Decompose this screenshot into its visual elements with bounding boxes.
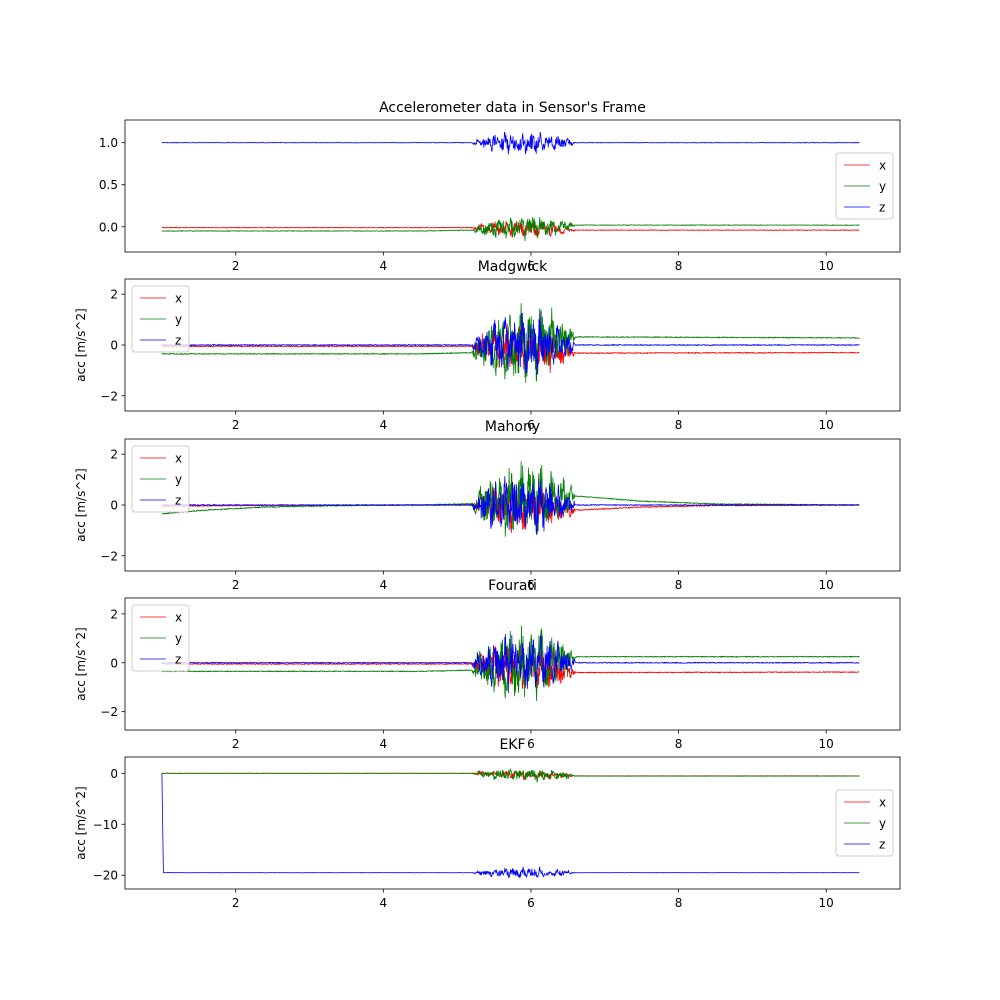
x-tick-label: 8 [675, 578, 683, 592]
x-tick-label: 4 [380, 896, 388, 910]
y-tick-label: 0.0 [99, 220, 118, 234]
x-tick-label: 8 [675, 259, 683, 273]
x-tick-label: 10 [819, 737, 834, 751]
legend-label-z: z [879, 838, 885, 852]
x-tick-label: 6 [527, 737, 535, 751]
x-tick-label: 4 [380, 259, 388, 273]
legend-label-x: x [879, 159, 886, 173]
y-axis-label: acc [m/s^2] [74, 786, 88, 859]
chart-title: Fourati [488, 578, 537, 594]
chart-title: EKF [499, 737, 525, 753]
x-tick-label: 4 [380, 418, 388, 432]
x-tick-label: 10 [819, 578, 834, 592]
series-line-y [161, 303, 860, 383]
series-line-z [161, 131, 860, 155]
x-tick-label: 10 [819, 418, 834, 432]
series-group [161, 625, 860, 702]
y-tick-label: 2 [110, 288, 118, 302]
series-line-z [161, 633, 860, 694]
series-line-y [161, 768, 860, 783]
y-axis-label: acc [m/s^2] [74, 627, 88, 700]
x-tick-label: 6 [527, 259, 535, 273]
axes-frame [124, 756, 901, 890]
y-tick-label: 0.5 [99, 178, 118, 192]
y-tick-label: 2 [110, 448, 118, 462]
series-line-x [161, 645, 860, 689]
chart-title: Madgwick [478, 259, 548, 275]
series-group [161, 768, 860, 879]
series-group [161, 131, 860, 242]
series-line-z [161, 311, 860, 375]
y-tick-label: 2 [110, 607, 118, 621]
series-line-x [161, 770, 860, 781]
x-tick-label: 6 [527, 578, 535, 592]
y-tick-label: 0 [110, 499, 118, 513]
series-line-y [161, 461, 860, 537]
x-tick-label: 2 [232, 737, 240, 751]
x-tick-label: 2 [232, 578, 240, 592]
y-tick-label: 1.0 [99, 136, 118, 150]
series-line-x [161, 221, 860, 238]
chart-title: Mahony [485, 419, 540, 435]
subplot-2: 2 4 6 8 10 −2 0 2 Madgwick acc [m/s^2] xyz [74, 259, 901, 432]
legend: xyz [835, 789, 894, 857]
legend-label-y: y [175, 632, 182, 646]
series-line-z [161, 773, 860, 879]
subplot-4: 2 4 6 8 10 −2 0 2 Fourati acc [m/s^2] xyz [74, 578, 901, 751]
y-tick-label: −10 [93, 818, 118, 832]
x-tick-label: 10 [819, 259, 834, 273]
chart-title: Accelerometer data in Sensor's Frame [379, 100, 646, 116]
series-line-y [161, 625, 860, 702]
legend: xyz [131, 604, 190, 672]
y-axis-label: acc [m/s^2] [74, 468, 88, 541]
subplot-3: 2 4 6 8 10 −2 0 2 Mahony acc [m/s^2] xyz [74, 419, 901, 592]
legend-label-x: x [175, 292, 182, 306]
legend-label-x: x [879, 796, 886, 810]
legend-label-x: x [175, 611, 182, 625]
y-tick-label: −2 [100, 705, 118, 719]
y-axis-label: acc [m/s^2] [74, 308, 88, 381]
y-tick-label: 0 [110, 656, 118, 670]
series-line-z [161, 476, 860, 535]
legend-label-z: z [175, 494, 181, 508]
x-tick-label: 8 [675, 896, 683, 910]
x-tick-label: 4 [380, 578, 388, 592]
y-tick-label: −2 [100, 549, 118, 563]
x-tick-label: 10 [819, 896, 834, 910]
legend: xyz [835, 152, 894, 220]
series-line-y [161, 216, 860, 242]
x-tick-label: 6 [527, 418, 535, 432]
legend-label-y: y [175, 313, 182, 327]
x-tick-label: 2 [232, 896, 240, 910]
axes-frame [124, 119, 901, 253]
legend-label-y: y [879, 180, 886, 194]
legend-label-z: z [175, 653, 181, 667]
x-tick-label: 8 [675, 737, 683, 751]
legend-label-y: y [175, 473, 182, 487]
y-tick-label: 0 [110, 339, 118, 353]
x-tick-label: 2 [232, 259, 240, 273]
series-group [161, 303, 860, 383]
y-tick-label: −20 [93, 869, 118, 883]
legend: xyz [131, 285, 190, 353]
subplot-5: 2 4 6 8 10 −20 −10 0 EKF acc [m/s^2] xyz [74, 737, 901, 910]
x-tick-label: 6 [527, 896, 535, 910]
legend-label-x: x [175, 452, 182, 466]
x-tick-label: 8 [675, 418, 683, 432]
legend-label-z: z [175, 334, 181, 348]
legend-label-z: z [879, 201, 885, 215]
x-tick-label: 4 [380, 737, 388, 751]
subplot-1: 2 4 6 8 10 0.0 0.5 1.0 Accelerometer data in Sen… [99, 100, 901, 273]
legend-label-y: y [879, 817, 886, 831]
series-group [161, 461, 860, 537]
x-tick-label: 2 [232, 418, 240, 432]
legend: xyz [131, 445, 190, 513]
y-tick-label: 0 [110, 767, 118, 781]
axes-frame [124, 597, 901, 731]
y-tick-label: −2 [100, 389, 118, 403]
